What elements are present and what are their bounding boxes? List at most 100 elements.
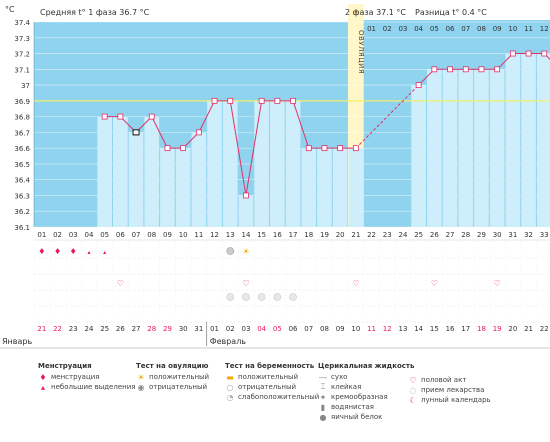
calendar-date-label: 17 xyxy=(461,325,470,333)
temperature-point xyxy=(258,97,265,104)
y-tick-label: 37.3 xyxy=(14,35,30,43)
legend-ovulation-title: Тест на овуляцию xyxy=(136,362,209,370)
egg-white-icon: ● xyxy=(319,412,327,422)
drop-icon: ▴ xyxy=(103,249,106,256)
temperature-bar xyxy=(270,100,285,227)
calendar-date-label: 12 xyxy=(383,325,392,333)
sun-icon: ☀ xyxy=(352,8,359,17)
cycle-day-label: 07 xyxy=(132,231,141,239)
pill-icon xyxy=(289,293,297,301)
legend-cervical-title: Церикальная жидкость xyxy=(318,362,415,370)
temperature-bar xyxy=(505,53,521,228)
top-day-label: 11 xyxy=(524,25,533,33)
calendar-date-label: 21 xyxy=(524,325,533,333)
calendar-date-label: 15 xyxy=(430,325,439,333)
legend-item: слабоположительный xyxy=(238,393,320,401)
cycle-day-label: 17 xyxy=(289,231,298,239)
legend-item: положительный xyxy=(238,373,299,381)
calendar-date-label: 24 xyxy=(84,325,93,333)
temperature-point xyxy=(462,66,469,73)
cycle-day-label: 02 xyxy=(53,231,62,239)
y-tick-label: 36.7 xyxy=(14,129,30,137)
sun-icon: ☀ xyxy=(137,372,145,382)
temperature-point xyxy=(478,66,485,73)
temperature-point xyxy=(117,113,124,120)
cycle-day-label: 01 xyxy=(37,231,46,239)
cycle-day-label: 20 xyxy=(336,231,345,239)
calendar-date-label: 08 xyxy=(320,325,329,333)
pill-icon xyxy=(273,293,282,301)
temperature-difference: Разница t° 0.4 °C xyxy=(415,8,487,17)
temperature-line-segment xyxy=(229,100,247,196)
legend-item: прием лекарства xyxy=(421,386,485,394)
heart-icon: ♡ xyxy=(409,375,417,385)
legend-pregnancy-test: Тест на беременность ▬ положительный ○ отр… xyxy=(225,362,319,402)
temperature-point xyxy=(227,97,234,104)
y-tick-label: 36.1 xyxy=(14,224,30,232)
temperature-bar xyxy=(411,85,426,227)
calendar-date-label: 22 xyxy=(53,325,62,333)
ovulation-label: ОВУЛЯЦИЯ xyxy=(357,30,365,74)
cycle-day-label: 27 xyxy=(446,231,455,239)
temperature-bar xyxy=(160,148,175,227)
temperature-bar xyxy=(521,53,536,228)
top-day-label: 10 xyxy=(508,25,517,33)
calendar-date-label: 10 xyxy=(351,325,360,333)
top-day-label: 08 xyxy=(477,25,486,33)
sticky-icon: ⌶ xyxy=(320,382,326,391)
legend-item: лунный календарь xyxy=(421,396,491,404)
temperature-line-segment xyxy=(151,116,168,149)
temperature-point xyxy=(243,192,249,199)
cycle-day-label: 03 xyxy=(69,231,78,239)
calendar-date-label: 30 xyxy=(179,325,188,333)
temperature-bar xyxy=(285,100,301,227)
cycle-day-label: 16 xyxy=(273,231,282,239)
temperature-line-segment xyxy=(292,100,310,149)
temperature-bar xyxy=(458,69,474,227)
heart-icon: ♡ xyxy=(431,279,438,288)
cycle-day-label: 06 xyxy=(116,231,125,239)
cycle-day-label: 18 xyxy=(304,231,313,239)
legend-menstruation-title: Менструация xyxy=(38,362,92,370)
temperature-point xyxy=(180,145,187,152)
cycle-day-label: 31 xyxy=(508,231,517,239)
calendar-date-label: 25 xyxy=(100,325,109,333)
calendar-date-label: 11 xyxy=(367,325,376,333)
dry-icon: ― xyxy=(319,372,327,382)
calendar-date-label: 18 xyxy=(477,325,486,333)
top-day-label: 01 xyxy=(367,25,376,33)
temperature-point xyxy=(415,82,422,88)
header-strip xyxy=(34,4,550,22)
temperature-bar xyxy=(144,116,160,227)
pill-icon xyxy=(257,293,266,301)
cycle-day-label: 25 xyxy=(414,231,423,239)
cycle-day-label: 14 xyxy=(241,231,250,239)
pill-icon: ◌ xyxy=(409,385,417,395)
cycle-day-label: 08 xyxy=(147,231,156,239)
temperature-bar xyxy=(207,100,222,227)
cycle-day-label: 22 xyxy=(367,231,376,239)
top-day-label: 06 xyxy=(446,25,455,33)
temperature-point xyxy=(211,97,218,104)
positive-test-icon: ▬ xyxy=(226,372,234,382)
heart-icon: ♡ xyxy=(242,279,249,288)
top-day-label: 03 xyxy=(398,25,407,33)
cycle-day-label: 28 xyxy=(461,231,470,239)
moon-icon: ☾ xyxy=(409,395,417,405)
legend-cervical: Церикальная жидкость ― сухо ⌶ клейкая ✦ кре… xyxy=(318,362,414,422)
top-day-label: 05 xyxy=(430,25,439,33)
faint-test-icon: ◔ xyxy=(226,392,234,402)
watery-icon: ▮ xyxy=(320,402,326,412)
calendar-date-label: 26 xyxy=(116,325,125,333)
temperature-point xyxy=(305,145,312,152)
y-tick-label: 37 xyxy=(21,82,30,90)
calendar-date-label: 14 xyxy=(414,325,423,333)
temperature-bar xyxy=(254,100,269,227)
cycle-day-label: 09 xyxy=(163,231,172,239)
calendar-date-label: 07 xyxy=(304,325,313,333)
phase2-average: 2 фаза 37.1 °C xyxy=(345,8,406,17)
temperature-bar xyxy=(128,132,144,227)
pill-icon xyxy=(226,293,235,301)
calendar-date-label: 05 xyxy=(273,325,282,333)
temperature-point xyxy=(447,66,453,73)
